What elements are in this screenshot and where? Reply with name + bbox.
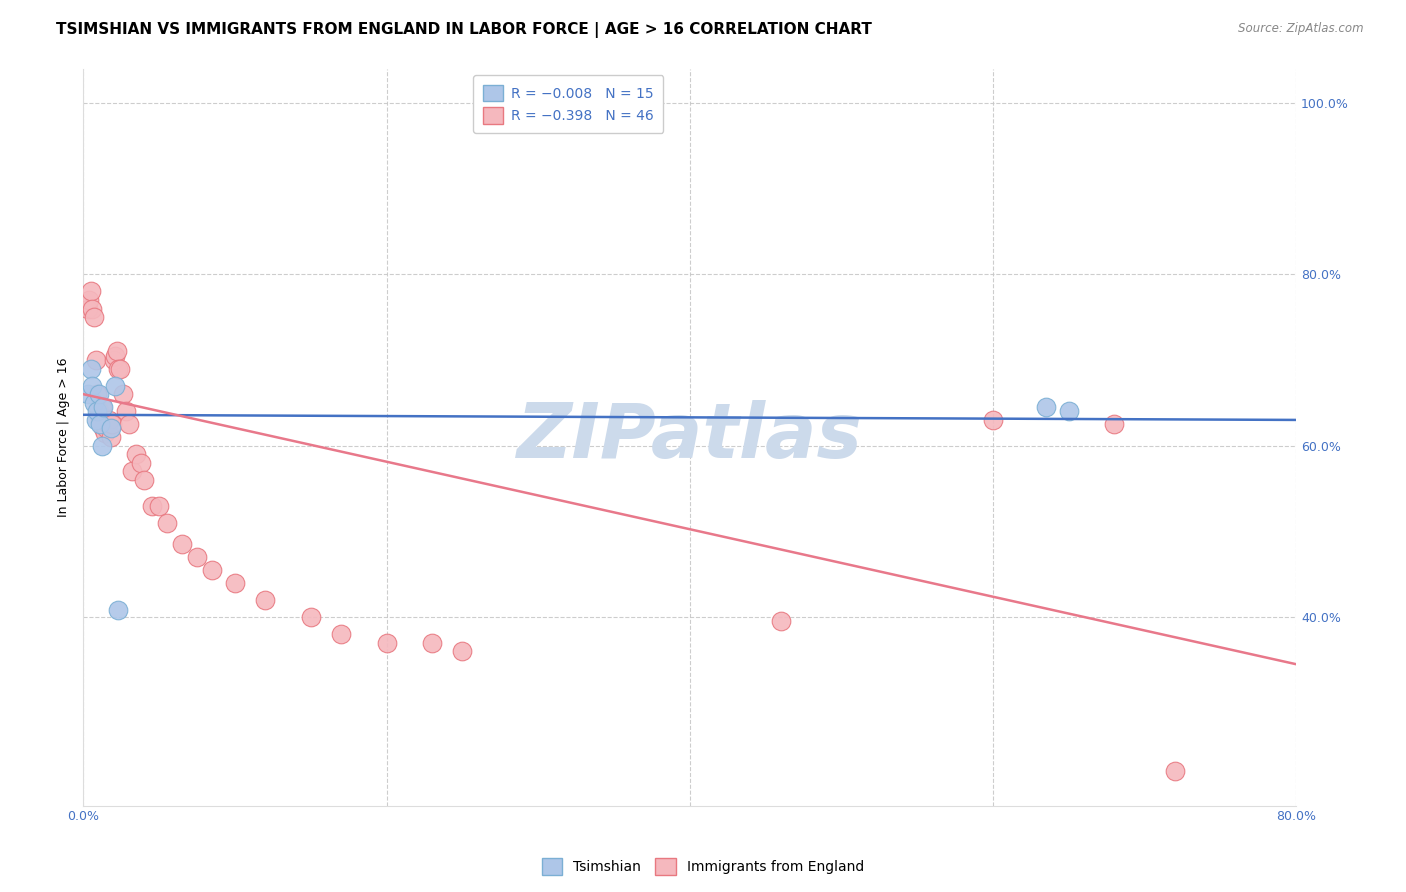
Point [80,285,103,299]
Point [141,499,163,513]
Point [100,430,122,444]
Point [83,310,105,324]
Point [90,439,112,453]
Point [98,413,121,427]
Point [86,404,108,418]
Point [83,396,105,410]
Point [769,615,792,629]
Point [121,464,143,478]
Point [84,353,107,368]
Point [420,636,443,650]
Point [1164,764,1187,779]
Text: TSIMSHIAN VS IMMIGRANTS FROM ENGLAND IN LABOR FORCE | AGE > 16 CORRELATION CHART: TSIMSHIAN VS IMMIGRANTS FROM ENGLAND IN … [56,22,872,38]
Point [330,627,353,641]
Point [375,636,398,650]
Point [89,417,111,432]
Point [107,361,129,376]
Point [186,550,208,565]
Point [105,344,128,359]
Point [148,499,170,513]
Point [89,413,111,427]
Point [77,301,100,316]
Point [107,603,129,617]
Legend: R = −0.008   N = 15, R = −0.398   N = 46: R = −0.008 N = 15, R = −0.398 N = 46 [474,76,664,133]
Point [103,353,125,368]
Point [299,610,322,624]
Point [93,425,115,440]
Point [100,421,122,435]
Point [82,301,104,316]
Point [87,387,110,401]
Point [981,413,1004,427]
Point [254,593,277,607]
Point [79,293,101,307]
Point [451,644,474,658]
Point [104,349,127,363]
Point [104,378,127,392]
Point [129,456,152,470]
Point [84,413,107,427]
Point [82,378,104,392]
Point [101,417,124,432]
Y-axis label: In Labor Force | Age > 16: In Labor Force | Age > 16 [58,358,70,516]
Point [94,421,117,435]
Point [1057,404,1080,418]
Legend: Tsimshian, Immigrants from England: Tsimshian, Immigrants from England [536,853,870,880]
Point [170,537,193,551]
Point [224,575,246,590]
Point [91,400,114,414]
Point [80,361,103,376]
Point [114,404,136,418]
Point [125,447,148,461]
Point [156,516,179,530]
Point [111,387,134,401]
Point [97,417,120,432]
Text: Source: ZipAtlas.com: Source: ZipAtlas.com [1239,22,1364,36]
Point [1035,400,1057,414]
Point [77,387,100,401]
Point [201,563,224,577]
Point [132,473,155,487]
Point [91,421,114,435]
Point [86,387,108,401]
Text: ZIPatlas: ZIPatlas [517,401,863,474]
Point [87,404,110,418]
Point [108,361,131,376]
Point [118,417,141,432]
Point [1102,417,1125,432]
Point [90,400,112,414]
